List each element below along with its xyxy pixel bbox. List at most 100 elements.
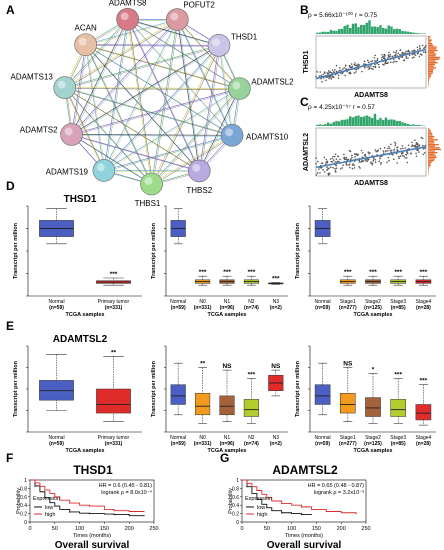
side-histogram-bar: [428, 79, 430, 81]
scatter-point: [341, 68, 344, 70]
network-edge: [71, 45, 220, 135]
side-histogram-bar: [428, 37, 430, 40]
scatter-point: [316, 160, 319, 163]
side-histogram-bar: [428, 148, 441, 151]
scatter-point: [319, 71, 321, 73]
scatter-point: [341, 167, 343, 169]
scatter-point: [371, 163, 373, 166]
scatter-point: [357, 63, 359, 65]
category-label: Primary tumor: [98, 299, 130, 305]
censor-mark: +: [266, 505, 269, 510]
top-histogram-bar: [379, 117, 382, 126]
node-highlight: [64, 127, 73, 136]
category-count: (n=125): [364, 305, 382, 311]
scatter-point: [414, 54, 417, 56]
scatter-point: [372, 160, 375, 162]
side-histogram-bar: [428, 67, 436, 69]
scatter-point: [392, 61, 394, 64]
censor-mark: +: [300, 512, 303, 517]
survival-curve-high: [242, 479, 357, 514]
network-edge: [218, 45, 233, 136]
scatter-point: [333, 155, 336, 158]
scatter-point: [315, 174, 318, 176]
network-node: [92, 159, 116, 182]
scatter-point: [368, 65, 370, 68]
y-axis-label: Transcript per million: [151, 360, 157, 417]
chart-title: ADAMTSL2: [53, 334, 108, 345]
boxplot-panel-D2: Transcript per millionNormal(n=59)***N0(…: [151, 205, 288, 318]
y-tick-label: 1: [24, 478, 27, 484]
y-axis-label: Transcript per million: [13, 222, 19, 279]
side-histogram-bar: [428, 166, 430, 168]
censor-mark: +: [300, 504, 303, 509]
network-edge: [65, 20, 179, 89]
y-tick-label: 1: [236, 478, 239, 484]
network-edge: [128, 20, 234, 137]
node-highlight: [144, 176, 153, 185]
network-node: [74, 33, 97, 56]
top-histogram-bar: [365, 22, 368, 34]
category-label: N2: [248, 435, 255, 441]
network-edge: [64, 87, 233, 136]
scatter-point: [358, 166, 360, 168]
side-histogram-bar: [428, 160, 435, 162]
side-histogram-bar: [428, 139, 438, 141]
scatter-point: [379, 157, 381, 160]
box-n1: [219, 395, 235, 416]
scatter-point: [363, 66, 366, 69]
top-histogram-bar: [351, 117, 355, 126]
top-histogram-bar: [417, 124, 421, 126]
scatter-point: [350, 158, 352, 160]
scatter-point: [405, 57, 408, 59]
side-histogram-bar: [428, 161, 432, 163]
scatter-point: [383, 55, 386, 57]
category-count: (n=74): [244, 305, 259, 311]
side-histogram-bar: [428, 39, 432, 41]
scatter-point: [407, 57, 409, 59]
scatter-point: [353, 72, 356, 74]
network-node-label: POFUT2: [183, 1, 215, 10]
category-count: (n=331): [105, 305, 123, 311]
category-label: N3: [273, 299, 280, 305]
box-stage4: [415, 404, 432, 421]
network-edge: [65, 88, 106, 172]
category-count: (n=277): [339, 441, 357, 447]
network-edge: [72, 46, 221, 136]
network-edge: [66, 88, 234, 137]
side-histogram-bar: [428, 132, 433, 135]
top-histogram-bar: [335, 120, 338, 126]
scatter-point: [339, 67, 341, 69]
censor-mark: +: [69, 509, 72, 514]
x-tick-label: 150: [312, 526, 321, 532]
network-edge: [103, 170, 200, 172]
scatter-point: [355, 153, 357, 156]
category-count: (n=96): [220, 305, 235, 311]
node-highlight: [170, 12, 179, 21]
scatter-point: [370, 65, 372, 67]
scatter-point: [382, 152, 385, 154]
censor-mark: +: [54, 494, 57, 499]
node-highlight: [120, 12, 129, 21]
boxplot-panel-E2: Transcript per millionNormal(n=59)**N0(n…: [151, 345, 288, 454]
scatter-point: [326, 160, 329, 163]
censor-mark: +: [246, 481, 249, 486]
scatter-point: [411, 50, 413, 52]
scatter-point: [334, 161, 336, 163]
box-stage2: [365, 397, 381, 417]
censor-mark: +: [281, 510, 284, 515]
network-edge: [66, 46, 221, 89]
network-edge: [65, 88, 153, 186]
scatter-point: [327, 168, 329, 170]
censor-mark: +: [143, 513, 146, 518]
scatter-point: [416, 46, 419, 49]
side-histogram-bar: [428, 131, 432, 133]
scatter-point: [355, 68, 358, 71]
scatter-point: [401, 145, 404, 147]
scatter-point: [387, 156, 390, 159]
scatter-point: [334, 153, 337, 156]
network-node: [220, 124, 244, 147]
scatter-point: [379, 147, 382, 150]
scatter-point: [415, 143, 417, 146]
scatter-point: [320, 77, 322, 80]
category-count: (n=59): [49, 441, 64, 447]
